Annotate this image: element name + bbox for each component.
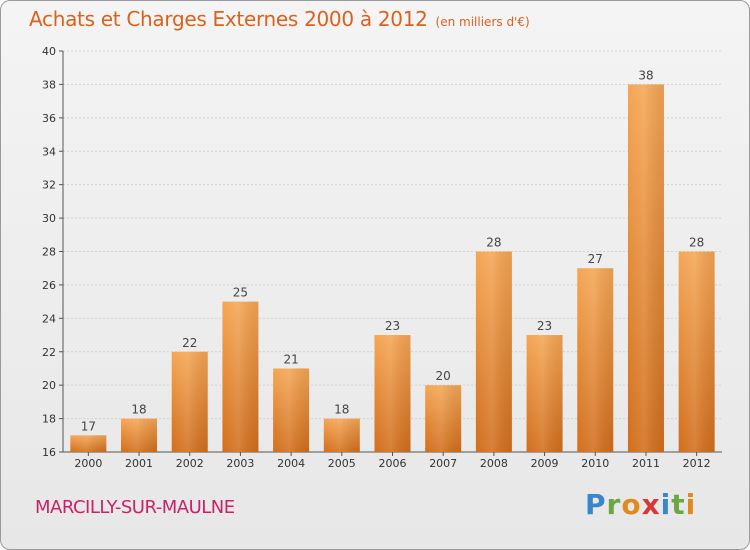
brand-letter: r [606,488,622,521]
commune-name: MARCILLY-SUR-MAULNE [35,497,235,518]
labels-layer: 17 18 22 25 21 18 23 20 28 23 27 38 28 [81,68,705,433]
y-tick-label: 26 [42,279,56,292]
bar-shine-2007 [425,385,462,452]
x-tick-label: 2000 [74,457,102,470]
data-label: 23 [385,319,400,333]
bar-shine-2010 [577,268,614,452]
bar-shine-2011 [627,84,664,453]
data-label: 21 [283,352,298,366]
data-label: 23 [537,319,552,333]
x-tick-label: 2010 [581,457,609,470]
y-tick-label: 20 [42,379,56,392]
brand-letter: x [641,488,661,521]
x-tick-label: 2009 [531,457,559,470]
data-label: 38 [638,68,653,82]
data-label: 27 [588,252,603,266]
brand-letter: i [660,488,672,521]
x-tick-label: 2008 [480,457,508,470]
y-tick-label: 36 [42,112,56,125]
x-tick-label: 2007 [429,457,457,470]
proxiti-logo: Proxiti [585,488,696,521]
y-tick-label: 18 [42,413,56,426]
x-tick-label: 2011 [632,457,660,470]
bar-shine-2005 [323,418,360,452]
x-tick-label: 2001 [125,457,153,470]
bar-shine-2012 [678,251,715,452]
y-tick-label: 28 [42,246,56,259]
bar-shine-2000 [70,435,107,452]
data-label: 18 [131,403,146,417]
x-tick-label: 2002 [176,457,204,470]
y-tick-label: 34 [42,145,56,158]
chart-title-text: Achats et Charges Externes 2000 à 2012 [29,7,428,31]
brand-letter: t [671,488,686,521]
bar-shine-2002 [171,351,208,452]
x-tick-label: 2006 [379,457,407,470]
bar-shine-2006 [374,335,411,452]
bars-layer [70,84,715,453]
y-tick-label: 16 [42,446,56,459]
x-tick-label: 2012 [683,457,711,470]
data-label: 28 [689,236,704,250]
data-label: 25 [233,286,248,300]
bar-shine-2004 [273,368,310,452]
y-tick-label: 30 [42,212,56,225]
y-tick-label: 32 [42,179,56,192]
brand-letter: P [585,488,607,521]
data-label: 20 [436,369,451,383]
y-tick-label: 38 [42,78,56,91]
x-tick-label: 2005 [328,457,356,470]
y-tick-label: 24 [42,312,56,325]
brand-letter: o [621,488,642,521]
data-label: 28 [486,236,501,250]
y-tick-label: 22 [42,346,56,359]
x-tick-label: 2004 [277,457,305,470]
axis-layer: 16 18 20 22 24 26 28 30 32 34 36 38 40 2000 2001 2002 20… [42,45,722,470]
chart-title: Achats et Charges Externes 2000 à 2012 (e… [29,7,530,31]
data-label: 18 [334,403,349,417]
x-tick-label: 2003 [226,457,254,470]
y-tick-label: 40 [42,45,56,58]
chart-subtitle: (en milliers d'€) [435,15,530,29]
brand-letter: i [685,488,697,521]
bar-shine-2001 [121,418,158,452]
bar-shine-2008 [475,251,512,452]
data-label: 17 [81,419,96,433]
bar-shine-2009 [526,335,563,452]
bar-shine-2003 [222,301,259,452]
data-label: 22 [182,336,197,350]
